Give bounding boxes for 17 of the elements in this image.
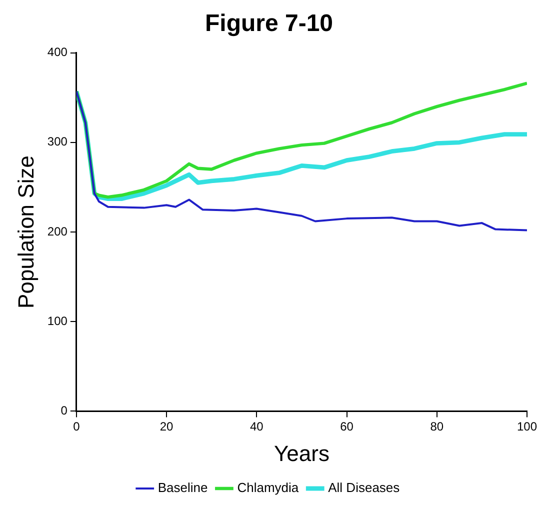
- legend-label: Chlamydia: [237, 480, 300, 496]
- x-tick-label: 100: [516, 420, 538, 434]
- y-tick-label: 100: [47, 314, 68, 328]
- legend-label: All Diseases: [328, 480, 400, 496]
- chart-title: Figure 7-10: [204, 10, 334, 38]
- y-tick-label: 300: [47, 134, 68, 149]
- x-tick-label: 60: [340, 420, 354, 434]
- legend-label: Baseline: [158, 480, 208, 496]
- y-tick-label: 0: [60, 404, 68, 418]
- x-axis-title: Years: [274, 440, 330, 466]
- y-axis-title: Population Size: [13, 156, 38, 308]
- x-tick-label: 0: [73, 420, 80, 434]
- x-tick-label: 20: [160, 420, 174, 434]
- y-tick-label: 200: [47, 224, 68, 238]
- x-tick-label: 80: [430, 420, 444, 434]
- x-tick-label: 40: [250, 420, 264, 434]
- y-tick-label: 400: [47, 45, 68, 60]
